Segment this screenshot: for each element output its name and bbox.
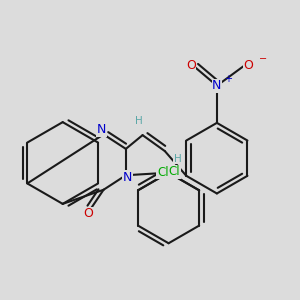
Text: N: N: [97, 123, 106, 136]
Text: H: H: [174, 154, 182, 164]
Text: O: O: [186, 59, 196, 72]
Text: O: O: [83, 207, 93, 220]
Text: +: +: [224, 74, 232, 84]
Text: −: −: [259, 54, 267, 64]
Text: Cl: Cl: [169, 165, 180, 178]
Text: Cl: Cl: [157, 166, 169, 179]
Text: N: N: [123, 171, 132, 184]
Text: N: N: [212, 79, 222, 92]
Text: O: O: [244, 59, 254, 72]
Text: H: H: [135, 116, 143, 126]
